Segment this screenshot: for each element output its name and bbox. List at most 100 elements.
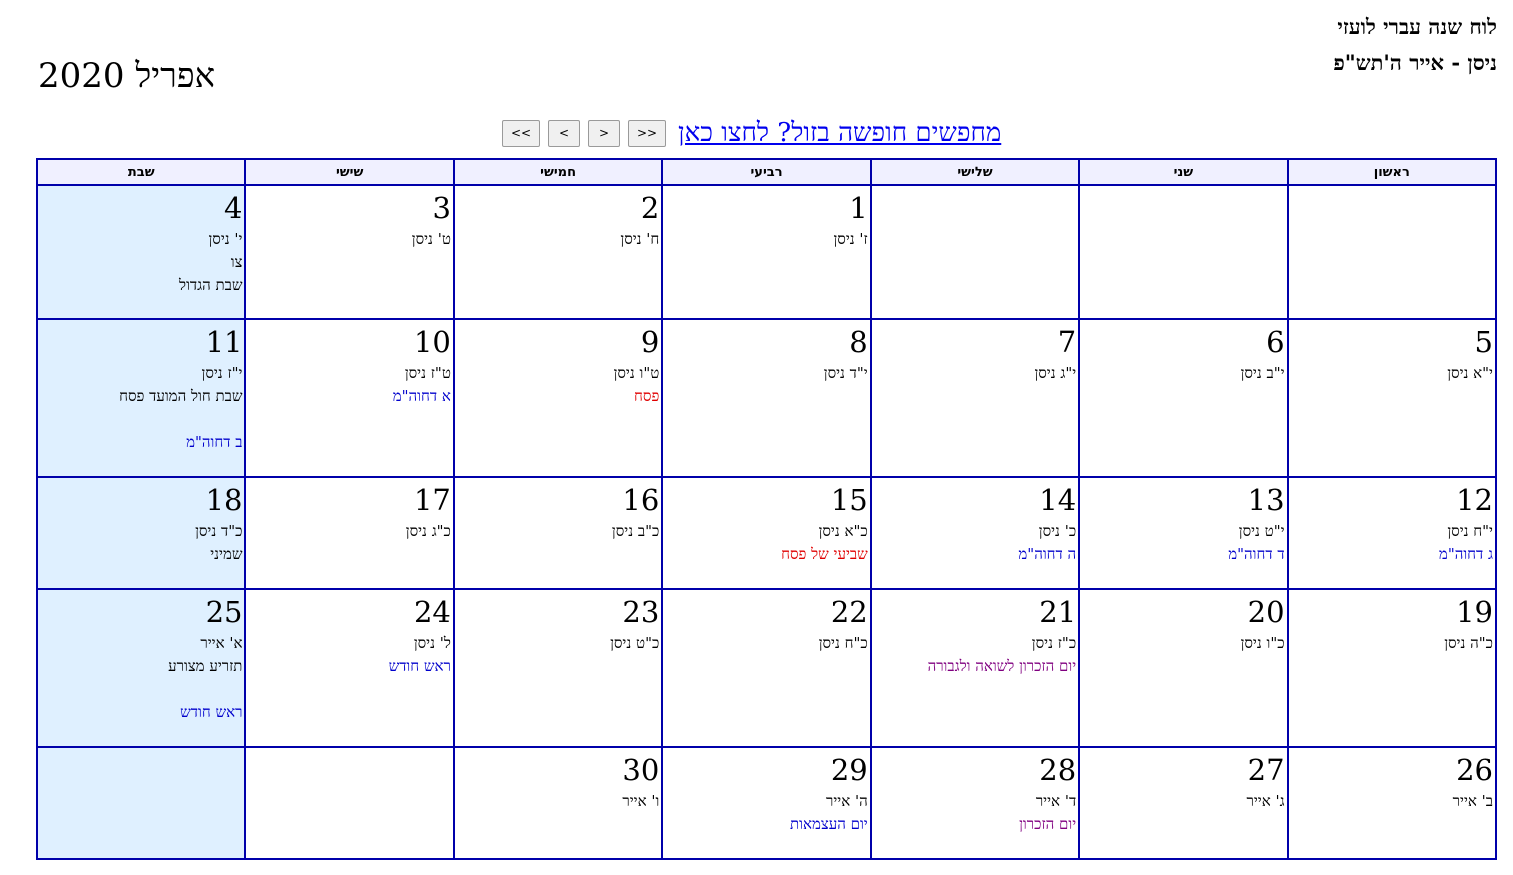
day-number: 5 bbox=[1474, 325, 1493, 359]
weekday-tuesday: שלישי bbox=[869, 158, 1081, 186]
day-cell[interactable]: 20 כ"ו ניסן bbox=[1078, 588, 1289, 748]
hebrew-date: כ' ניסן bbox=[1038, 522, 1077, 540]
day-cell[interactable]: 15 כ"א ניסן שביעי של פסח bbox=[661, 476, 872, 590]
day-number: 22 bbox=[830, 595, 868, 629]
hebrew-date: כ"א ניסן bbox=[818, 522, 868, 540]
day-number: 28 bbox=[1039, 753, 1077, 787]
day-cell[interactable]: 21 כ"ז ניסן יום הזכרון לשואה ולגבורה bbox=[869, 588, 1081, 748]
day-event: ראש חודש bbox=[180, 703, 243, 721]
week-row: 1 ז' ניסן 2 ח' ניסן 3 ט' ניסן 4 י' ניסן צו שבת הג… bbox=[35, 184, 1498, 320]
hebrew-date: י"ח ניסן bbox=[1447, 522, 1493, 540]
day-number: 15 bbox=[830, 483, 868, 517]
hebrew-date: כ"ג ניסן bbox=[405, 522, 451, 540]
empty-day-cell bbox=[1078, 184, 1289, 320]
hebrew-date: י"ט ניסן bbox=[1238, 522, 1285, 540]
hebrew-date: ט' ניסן bbox=[411, 230, 451, 248]
hebrew-month-range: ניסן - אייר ה'תש"פ bbox=[1333, 50, 1497, 75]
day-cell[interactable]: 9 ט"ו ניסן פסח bbox=[452, 318, 664, 478]
day-cell[interactable]: 26 ב' אייר bbox=[1286, 746, 1498, 860]
day-number: 7 bbox=[1057, 325, 1077, 359]
week-row: 5 י"א ניסן 6 י"ב ניסן 7 י"ג ניסן 8 י"ד ניסן 9 ט"ו… bbox=[35, 318, 1498, 478]
day-number: 11 bbox=[205, 325, 243, 359]
hebrew-date: י"ז ניסן bbox=[201, 364, 243, 382]
day-cell[interactable]: 1 ז' ניסן bbox=[661, 184, 872, 320]
next-year-button[interactable]: >> bbox=[628, 119, 666, 147]
month-navigation: << < > >> מחפשים חופשה בזול? לחצו כאן bbox=[502, 118, 1001, 148]
day-event: פסח bbox=[634, 387, 660, 405]
day-cell[interactable]: 24 ל' ניסן ראש חודש bbox=[244, 588, 455, 748]
day-cell[interactable]: 25 א' אייר תזריע מצורע ראש חודש bbox=[35, 588, 247, 748]
hebrew-date: ד' אייר bbox=[1035, 792, 1077, 810]
day-number: 13 bbox=[1247, 483, 1285, 517]
prev-year-button[interactable]: << bbox=[502, 119, 540, 147]
day-event: א דחוה"מ bbox=[392, 387, 451, 405]
hebrew-date: ח' ניסן bbox=[620, 230, 660, 248]
weekday-thursday: חמישי bbox=[452, 158, 664, 186]
hebrew-date: י"ג ניסן bbox=[1034, 364, 1077, 382]
day-number: 24 bbox=[413, 595, 451, 629]
hebrew-date: ל' ניסן bbox=[413, 634, 451, 652]
hebrew-date: ג' אייר bbox=[1246, 792, 1285, 810]
month-title: אפריל 2020 bbox=[38, 56, 216, 96]
day-number: 27 bbox=[1247, 753, 1285, 787]
day-cell[interactable]: 8 י"ד ניסן bbox=[661, 318, 872, 478]
day-number: 10 bbox=[413, 325, 451, 359]
day-cell[interactable]: 29 ה' אייר יום העצמאות bbox=[661, 746, 872, 860]
day-event: שביעי של פסח bbox=[781, 545, 868, 563]
day-number: 4 bbox=[224, 191, 243, 225]
vacation-promo-link[interactable]: מחפשים חופשה בזול? לחצו כאן bbox=[678, 118, 1002, 148]
day-number: 1 bbox=[849, 191, 868, 225]
day-cell[interactable]: 22 כ"ח ניסן bbox=[661, 588, 872, 748]
empty-day-cell bbox=[35, 746, 247, 860]
day-event: יום העצמאות bbox=[789, 815, 868, 833]
weekday-wednesday: רביעי bbox=[661, 158, 872, 186]
day-cell[interactable]: 11 י"ז ניסן שבת חול המועד פסח ב דחוה"מ bbox=[35, 318, 247, 478]
day-number: 3 bbox=[432, 191, 451, 225]
day-number: 17 bbox=[413, 483, 451, 517]
day-cell[interactable]: 23 כ"ט ניסן bbox=[452, 588, 664, 748]
week-row: 12 י"ח ניסן ג דחוה"מ 13 י"ט ניסן ד דחוה"מ 14 כ'… bbox=[35, 476, 1498, 590]
hebrew-date: י"ב ניסן bbox=[1240, 364, 1285, 382]
day-cell[interactable]: 30 ו' אייר bbox=[452, 746, 664, 860]
weekday-sunday: ראשון bbox=[1286, 158, 1498, 186]
day-number: 30 bbox=[622, 753, 660, 787]
day-cell[interactable]: 18 כ"ד ניסן שמיני bbox=[35, 476, 247, 590]
site-title: לוח שנה עברי לועזי bbox=[1337, 14, 1497, 39]
day-cell[interactable]: 13 י"ט ניסן ד דחוה"מ bbox=[1078, 476, 1289, 590]
day-cell[interactable]: 6 י"ב ניסן bbox=[1078, 318, 1289, 478]
hebrew-date: א' אייר bbox=[200, 634, 243, 652]
hebrew-date: ט"ז ניסן bbox=[404, 364, 451, 382]
day-cell[interactable]: 2 ח' ניסן bbox=[452, 184, 664, 320]
day-number: 2 bbox=[640, 191, 660, 225]
day-number: 9 bbox=[640, 325, 660, 359]
day-cell[interactable]: 14 כ' ניסן ה דחוה"מ bbox=[869, 476, 1081, 590]
day-cell[interactable]: 7 י"ג ניסן bbox=[869, 318, 1081, 478]
day-cell[interactable]: 10 ט"ז ניסן א דחוה"מ bbox=[244, 318, 455, 478]
day-cell[interactable]: 28 ד' אייר יום הזכרון bbox=[869, 746, 1081, 860]
day-cell[interactable]: 16 כ"ב ניסן bbox=[452, 476, 664, 590]
day-number: 20 bbox=[1247, 595, 1285, 629]
day-event: תזריע מצורע bbox=[168, 657, 243, 675]
hebrew-date: ט"ו ניסן bbox=[613, 364, 660, 382]
day-cell[interactable]: 3 ט' ניסן bbox=[244, 184, 455, 320]
weekday-shabbat: שבת bbox=[35, 158, 247, 186]
prev-month-button[interactable]: < bbox=[548, 119, 580, 147]
day-number: 8 bbox=[849, 325, 868, 359]
day-event: ראש חודש bbox=[388, 657, 451, 675]
hebrew-date: ו' אייר bbox=[622, 792, 660, 810]
day-number: 16 bbox=[622, 483, 660, 517]
hebrew-date: כ"ו ניסן bbox=[1240, 634, 1285, 652]
day-cell[interactable]: 4 י' ניסן צו שבת הגדול bbox=[35, 184, 247, 320]
day-cell[interactable]: 5 י"א ניסן bbox=[1286, 318, 1498, 478]
day-number: 29 bbox=[830, 753, 868, 787]
day-cell[interactable]: 19 כ"ה ניסן bbox=[1286, 588, 1498, 748]
hebrew-date: ז' ניסן bbox=[833, 230, 868, 248]
day-number: 26 bbox=[1456, 753, 1493, 787]
day-number: 6 bbox=[1266, 325, 1285, 359]
hebrew-date: י' ניסן bbox=[208, 230, 243, 248]
day-cell[interactable]: 12 י"ח ניסן ג דחוה"מ bbox=[1286, 476, 1498, 590]
day-cell[interactable]: 17 כ"ג ניסן bbox=[244, 476, 455, 590]
day-cell[interactable]: 27 ג' אייר bbox=[1078, 746, 1289, 860]
hebrew-date: כ"ז ניסן bbox=[1031, 634, 1077, 652]
next-month-button[interactable]: > bbox=[588, 119, 620, 147]
